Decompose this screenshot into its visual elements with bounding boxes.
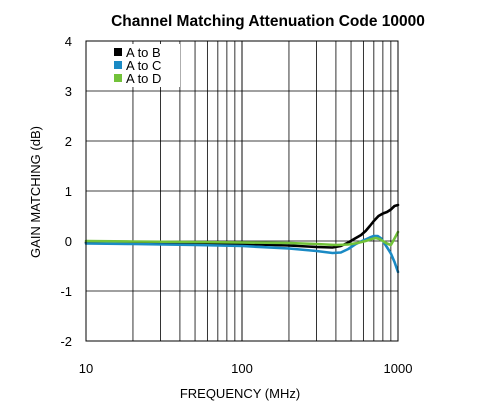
x-axis-label: FREQUENCY (MHz) [180, 386, 300, 401]
legend-swatch [114, 48, 122, 56]
y-tick-label: 4 [65, 34, 72, 49]
y-tick-label: 2 [65, 134, 72, 149]
legend-label: A to C [126, 58, 161, 73]
plot-frame [85, 40, 399, 342]
y-tick-label: 1 [65, 184, 72, 199]
y-tick-label: 3 [65, 84, 72, 99]
series-layer [84, 203, 400, 274]
legend-swatch [114, 61, 122, 69]
y-tick-label: -1 [60, 284, 72, 299]
y-axis-label: GAIN MATCHING (dB) [28, 126, 43, 258]
x-tick-label: 100 [231, 361, 253, 376]
y-tick-label: -2 [60, 334, 72, 349]
legend-label: A to D [126, 71, 161, 86]
x-tick-label: 10 [79, 361, 93, 376]
y-tick-label: 0 [65, 234, 72, 249]
series-line-3 [84, 230, 400, 247]
legend: A to BA to CA to D [110, 44, 180, 87]
tick-labels: -2 -1 0 1 2 3 4 10 100 1000 [60, 34, 412, 376]
series-line-1 [84, 203, 400, 249]
grid [85, 40, 399, 342]
x-tick-label: 1000 [384, 361, 413, 376]
chart-title: Channel Matching Attenuation Code 10000 [111, 13, 425, 30]
legend-swatch [114, 74, 122, 82]
legend-label: A to B [126, 45, 161, 60]
